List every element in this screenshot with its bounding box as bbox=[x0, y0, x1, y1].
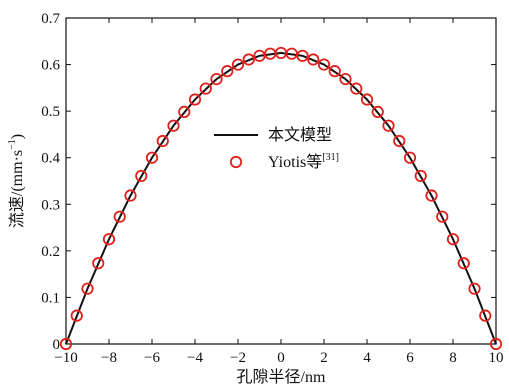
data-point-yiotis bbox=[479, 309, 492, 322]
data-point-yiotis bbox=[489, 337, 503, 351]
data-point-yiotis bbox=[188, 93, 202, 106]
y-axis-label-group: 流速/(mm·s−1) bbox=[7, 134, 26, 228]
y-axis-label-sup: −1 bbox=[7, 139, 18, 150]
data-point-yiotis bbox=[436, 210, 449, 223]
x-tick-label: −2 bbox=[230, 350, 246, 366]
x-tick-label: −10 bbox=[54, 350, 77, 366]
data-point-yiotis bbox=[371, 105, 384, 118]
y-axis-label-tail: ) bbox=[9, 134, 26, 139]
x-tick-label: 4 bbox=[363, 350, 371, 366]
data-point-yiotis bbox=[221, 65, 234, 78]
legend-label-model: 本文模型 bbox=[268, 126, 332, 144]
x-tick-label: 2 bbox=[320, 350, 328, 366]
y-tick-label: 0 bbox=[53, 337, 61, 353]
legend-label-yiotis-sup: [31] bbox=[322, 152, 339, 163]
y-tick-label: 0.2 bbox=[41, 244, 60, 260]
data-point-yiotis bbox=[339, 73, 352, 86]
data-point-yiotis bbox=[296, 49, 309, 62]
data-point-yiotis bbox=[425, 189, 438, 202]
x-tick-label: −8 bbox=[101, 350, 117, 366]
plot-frame bbox=[65, 17, 497, 345]
x-tick-label: −4 bbox=[187, 350, 203, 366]
data-point-yiotis bbox=[242, 53, 255, 66]
data-point-yiotis bbox=[59, 337, 73, 351]
data-point-yiotis bbox=[92, 257, 105, 270]
data-point-yiotis bbox=[210, 73, 223, 86]
x-axis-label: 孔隙半径/nm bbox=[237, 368, 326, 386]
legend: 本文模型 Yiotis等[31] bbox=[214, 126, 339, 171]
y-tick-label: 0.5 bbox=[41, 104, 60, 120]
data-point-yiotis bbox=[70, 309, 83, 322]
y-tick-label: 0.1 bbox=[41, 290, 60, 306]
legend-label-yiotis-main: Yiotis等 bbox=[268, 153, 322, 171]
data-point-yiotis bbox=[156, 134, 169, 148]
data-point-yiotis bbox=[113, 210, 126, 223]
series-line-model bbox=[65, 51, 497, 345]
data-point-yiotis bbox=[457, 257, 470, 270]
data-point-yiotis bbox=[199, 82, 212, 95]
data-point-yiotis bbox=[328, 65, 341, 78]
legend-marker-swatch bbox=[229, 155, 243, 169]
x-axis: −10 −8 −6 −4 −2 0 2 4 6 8 10 bbox=[54, 18, 504, 366]
data-point-yiotis bbox=[317, 58, 331, 71]
data-point-yiotis bbox=[414, 169, 427, 183]
data-point-yiotis bbox=[145, 151, 159, 164]
data-point-yiotis bbox=[231, 58, 245, 71]
data-point-yiotis bbox=[350, 82, 363, 95]
data-point-yiotis bbox=[307, 53, 320, 66]
x-tick-label: 8 bbox=[449, 350, 457, 366]
y-tick-label: 0.3 bbox=[41, 197, 60, 213]
x-tick-label: 0 bbox=[277, 350, 285, 366]
x-tick-label: 6 bbox=[406, 350, 414, 366]
data-point-yiotis bbox=[178, 105, 191, 118]
data-point-yiotis bbox=[382, 119, 395, 132]
data-point-yiotis bbox=[135, 169, 148, 183]
data-point-yiotis bbox=[102, 233, 116, 246]
y-axis-label-main: 流速/(mm·s bbox=[8, 150, 26, 228]
data-point-yiotis bbox=[393, 134, 406, 148]
legend-label-yiotis: Yiotis等[31] bbox=[268, 152, 339, 171]
y-tick-label: 0.7 bbox=[41, 11, 60, 27]
data-point-yiotis bbox=[124, 189, 137, 202]
data-point-yiotis bbox=[81, 282, 94, 295]
x-tick-label: −6 bbox=[144, 350, 160, 366]
data-point-yiotis bbox=[167, 119, 180, 132]
x-tick-label: 10 bbox=[489, 350, 504, 366]
y-axis: 0 0.1 0.2 0.3 0.4 0.5 0.6 0.7 bbox=[41, 11, 496, 353]
y-tick-label: 0.6 bbox=[41, 58, 60, 74]
series-layer bbox=[59, 46, 503, 351]
data-point-yiotis bbox=[446, 233, 460, 246]
data-point-yiotis bbox=[468, 282, 481, 295]
data-point-yiotis bbox=[360, 93, 374, 106]
data-point-yiotis bbox=[403, 151, 417, 164]
y-axis-label: 流速/(mm·s−1) bbox=[7, 134, 26, 228]
y-tick-label: 0.4 bbox=[41, 151, 60, 167]
